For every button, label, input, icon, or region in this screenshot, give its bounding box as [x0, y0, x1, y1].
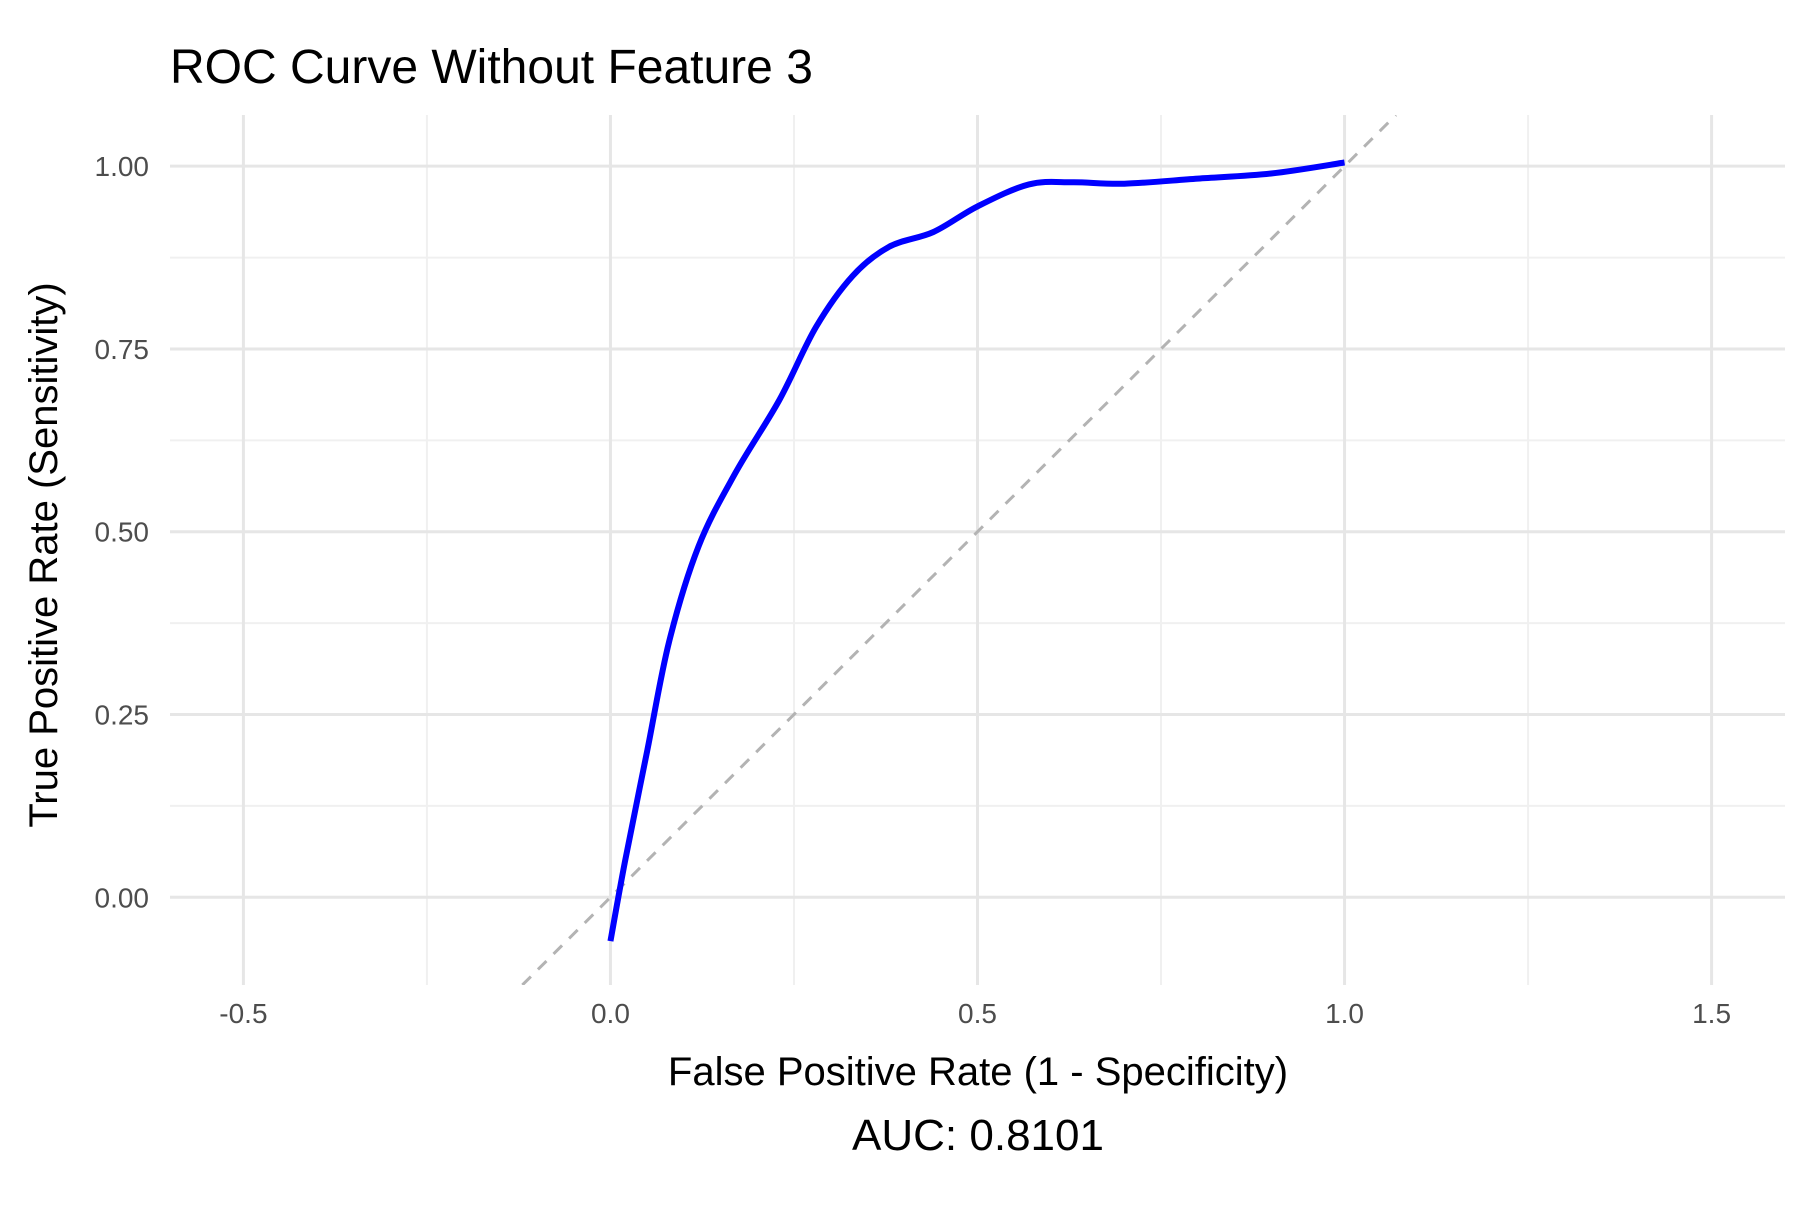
- tick-labels: -0.5 0.0 0.5 1.0 1.5 0.00 0.25 0.50 0.75 1.00: [95, 151, 1732, 1029]
- chart-title: ROC Curve Without Feature 3: [170, 41, 813, 94]
- major-grid: [170, 115, 1785, 985]
- x-tick-label: 0.0: [591, 998, 630, 1029]
- x-tick-label: -0.5: [219, 998, 267, 1029]
- roc-curve-line: [607, 159, 1345, 942]
- y-tick-label: 0.50: [95, 517, 150, 548]
- x-tick-label: 0.5: [958, 998, 997, 1029]
- series-layer: [521, 115, 1397, 985]
- x-tick-label: 1.0: [1325, 998, 1364, 1029]
- x-tick-label: 1.5: [1692, 998, 1731, 1029]
- diagonal-reference-line: [521, 115, 1397, 985]
- y-tick-label: 0.00: [95, 882, 150, 913]
- y-axis-title: True Positive Rate (Sensitivity): [22, 282, 66, 827]
- y-tick-label: 0.25: [95, 699, 150, 730]
- y-tick-label: 0.75: [95, 334, 150, 365]
- x-axis-title: False Positive Rate (1 - Specificity): [668, 1050, 1288, 1094]
- auc-caption: AUC: 0.8101: [852, 1111, 1104, 1160]
- y-tick-label: 1.00: [95, 151, 150, 182]
